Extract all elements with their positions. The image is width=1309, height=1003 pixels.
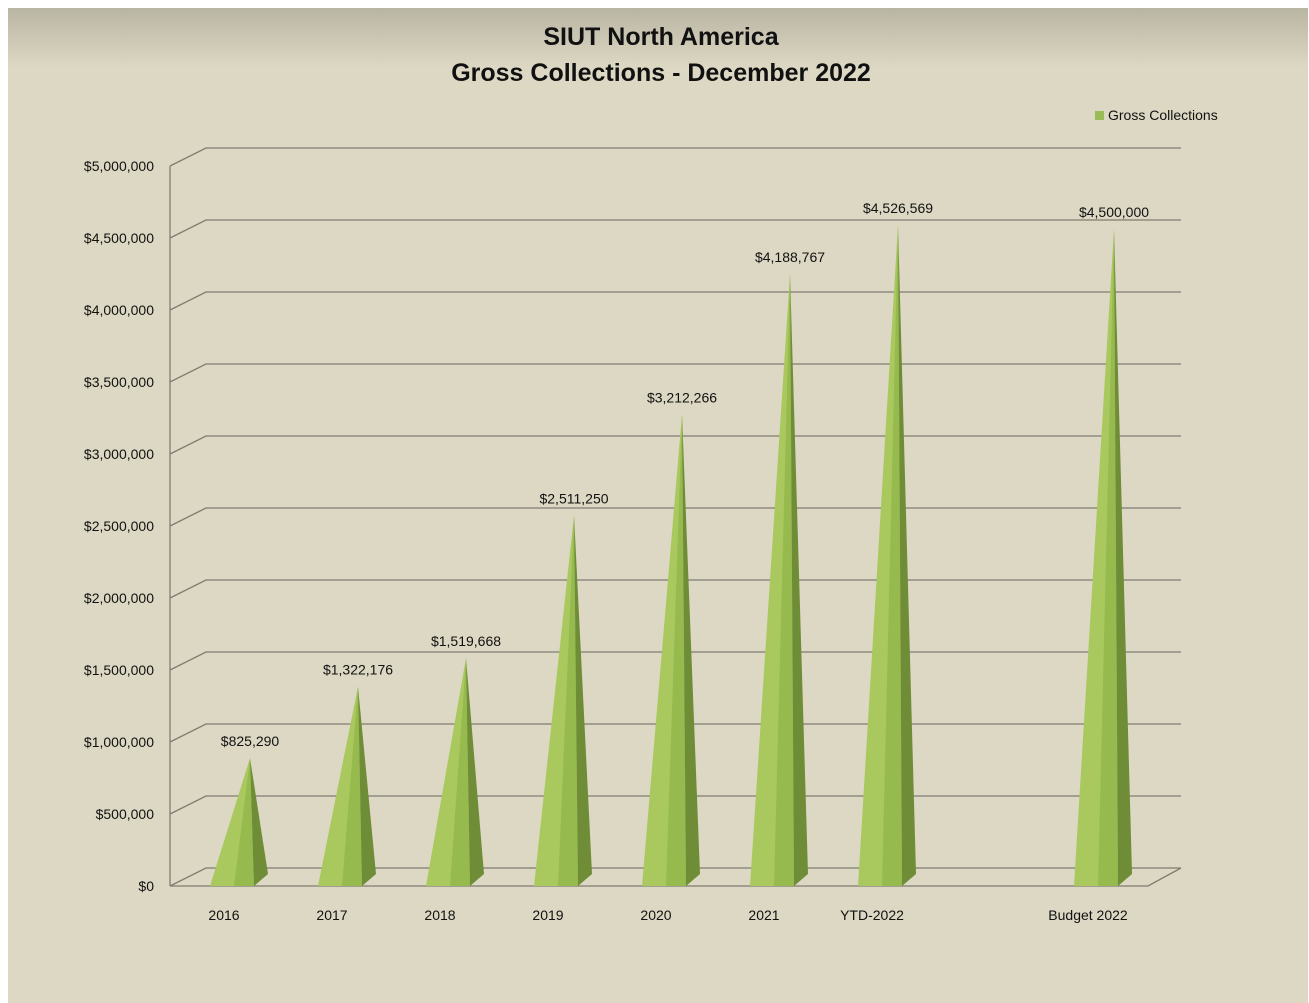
bar-side-face <box>898 225 916 886</box>
bar-Budget 2022 <box>1074 229 1132 886</box>
bar-side-face <box>1114 229 1132 886</box>
y-tick-label: $1,000,000 <box>84 734 154 750</box>
bar-front-shade <box>666 414 686 886</box>
bar-front-shade <box>342 686 362 886</box>
x-axis-category-labels: 2016 2017 2018 2019 2020 2021 YTD-2022 Budget 2… <box>208 907 1127 923</box>
gridline <box>169 435 1181 455</box>
gridline <box>169 363 1181 383</box>
bar-2018 <box>426 658 484 886</box>
legend-swatch-gross-collections <box>1095 111 1104 120</box>
data-label: $4,500,000 <box>1079 204 1149 220</box>
bar-2020 <box>642 414 700 886</box>
data-label: $2,511,250 <box>539 490 608 506</box>
y-tick-label: $4,000,000 <box>84 302 154 318</box>
bar-front-shade <box>558 515 578 886</box>
bar-front-shade <box>1098 229 1118 886</box>
bar-side-face <box>790 273 808 886</box>
gridline <box>169 651 1181 671</box>
bar-2017 <box>318 686 376 886</box>
gridline <box>169 219 1181 239</box>
bars <box>210 225 1132 886</box>
gridlines <box>169 147 1182 887</box>
x-category-label: 2021 <box>748 907 779 923</box>
y-tick-label: $3,000,000 <box>84 446 154 462</box>
floor-front-edge <box>170 867 1182 887</box>
legend-label-gross-collections: Gross Collections <box>1108 107 1218 123</box>
y-tick-label: $1,500,000 <box>84 662 154 678</box>
chart-svg: SIUT North America Gross Collections - D… <box>84 23 1218 923</box>
y-tick-label: $2,000,000 <box>84 590 154 606</box>
legend: Gross Collections <box>1095 107 1218 123</box>
data-label: $825,290 <box>221 733 280 749</box>
x-category-label: YTD-2022 <box>840 907 904 923</box>
x-category-label: 2016 <box>208 907 239 923</box>
bar-side-face <box>682 414 700 886</box>
gridline <box>169 507 1181 527</box>
data-label: $1,519,668 <box>431 633 501 649</box>
y-tick-label: $5,000,000 <box>84 158 154 174</box>
bar-front-shade <box>774 273 794 886</box>
chart-area: SIUT North America Gross Collections - D… <box>8 8 1308 1003</box>
y-tick-label: $500,000 <box>96 806 155 822</box>
chart-title: SIUT North America <box>543 23 779 51</box>
gridline <box>169 147 1181 167</box>
bar-2019 <box>534 515 592 886</box>
chart-subtitle: Gross Collections - December 2022 <box>451 59 871 87</box>
bar-2016 <box>210 758 268 886</box>
x-category-label: Budget 2022 <box>1048 907 1128 923</box>
bar-front-shade <box>450 658 470 886</box>
x-category-label: 2019 <box>532 907 563 923</box>
x-category-label: 2017 <box>316 907 347 923</box>
y-tick-label: $4,500,000 <box>84 230 154 246</box>
data-label: $4,526,569 <box>863 200 933 216</box>
gridline <box>169 867 1181 887</box>
gridline <box>169 291 1181 311</box>
data-label: $4,188,767 <box>755 249 825 265</box>
bar-2021 <box>750 273 808 886</box>
bar-side-face <box>574 515 592 886</box>
y-axis-tick-labels: $0 $500,000 $1,000,000 $1,500,000 $2,000,000… <box>84 158 154 894</box>
bar-YTD-2022 <box>858 225 916 886</box>
bar-side-face <box>358 686 376 886</box>
bar-side-face <box>466 658 484 886</box>
data-label: $3,212,266 <box>647 389 717 405</box>
y-tick-label: $3,500,000 <box>84 374 154 390</box>
bar-side-face <box>250 758 268 886</box>
x-category-label: 2018 <box>424 907 455 923</box>
data-labels: $825,290 $1,322,176 $1,519,668 $2,511,250 $3… <box>221 200 1149 749</box>
gridline <box>169 723 1181 743</box>
gridline <box>169 579 1181 599</box>
x-category-label: 2020 <box>640 907 671 923</box>
y-tick-label: $0 <box>138 878 154 894</box>
bar-front-shade <box>234 758 254 886</box>
data-label: $1,322,176 <box>323 662 393 678</box>
y-tick-label: $2,500,000 <box>84 518 154 534</box>
gridline <box>169 795 1181 815</box>
bar-front-shade <box>882 225 902 886</box>
